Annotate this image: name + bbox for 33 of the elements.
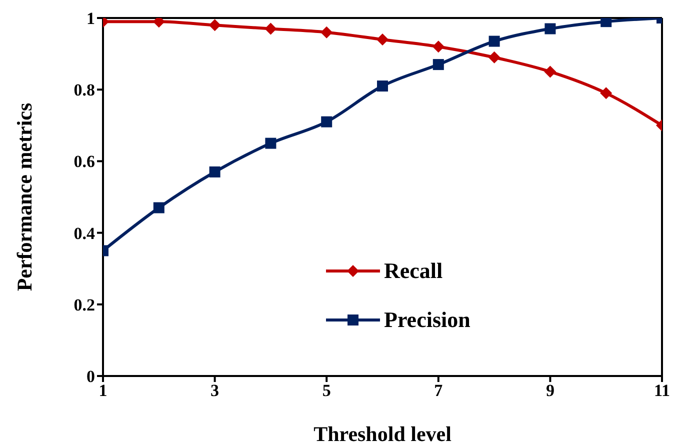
x-tick-label: 1 <box>98 381 108 400</box>
point <box>264 22 277 35</box>
point <box>377 80 388 92</box>
point <box>320 26 333 38</box>
y-tick-label: 0 <box>86 367 95 386</box>
y-axis-title: Performance metrics <box>12 102 38 292</box>
x-axis-title: Threshold level <box>314 422 452 445</box>
point <box>432 59 444 70</box>
legend-label: Precision <box>384 306 470 332</box>
y-tick-label: 0.4 <box>74 224 96 243</box>
x-tick-label: 5 <box>322 381 331 400</box>
point <box>153 202 164 214</box>
legend-label: Recall <box>384 258 443 284</box>
y-tick-label: 0.8 <box>74 80 95 100</box>
point <box>488 36 500 47</box>
point <box>600 87 612 100</box>
x-tick-label: 9 <box>546 381 554 400</box>
point <box>376 33 388 46</box>
point <box>432 40 444 53</box>
y-tick-label: 1 <box>86 9 95 28</box>
point <box>544 23 556 34</box>
y-tick-label: 0.6 <box>74 152 95 172</box>
x-tick-label: 3 <box>210 381 220 400</box>
point <box>265 138 276 149</box>
point <box>321 116 332 128</box>
x-tick-label: 11 <box>654 381 670 400</box>
point <box>600 18 612 28</box>
point <box>209 166 220 178</box>
point <box>208 19 221 32</box>
y-tick-label: 0.2 <box>74 295 95 314</box>
x-tick-label: 7 <box>434 381 444 400</box>
point <box>488 51 500 64</box>
point <box>544 66 556 78</box>
